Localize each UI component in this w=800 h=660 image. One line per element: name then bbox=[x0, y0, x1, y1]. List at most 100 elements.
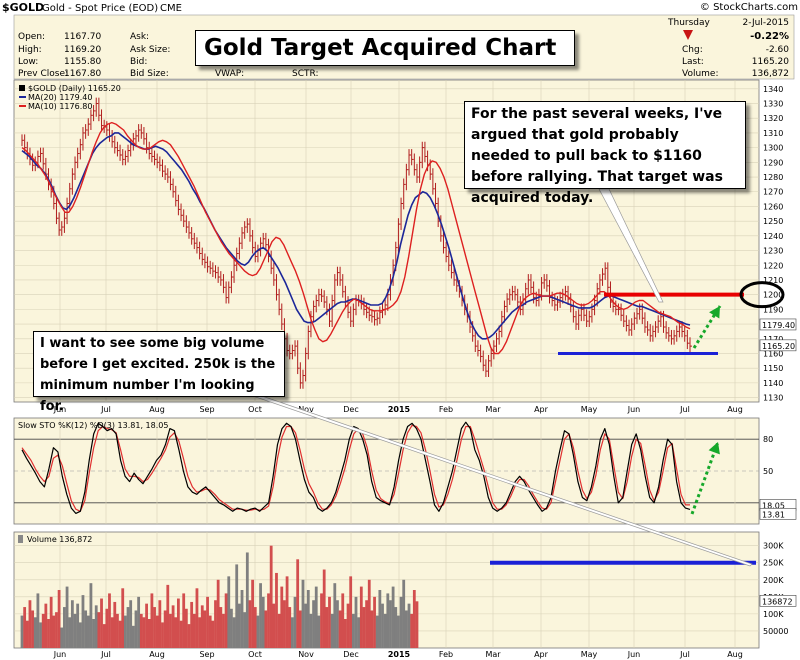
volume-bar bbox=[259, 583, 262, 648]
stoch-d-tag-text: 13.81 bbox=[762, 510, 785, 519]
volume-bar bbox=[76, 603, 80, 648]
volume-bar bbox=[155, 615, 159, 648]
volume-bar bbox=[176, 598, 180, 648]
volume-bar bbox=[20, 615, 24, 648]
x-tick-label: Oct bbox=[248, 405, 262, 414]
volume-bar bbox=[179, 620, 183, 648]
resistance-circle bbox=[739, 281, 785, 309]
volume-bar bbox=[142, 617, 146, 648]
volume-bar bbox=[386, 593, 390, 648]
volume-bar bbox=[145, 603, 148, 648]
volume-bar bbox=[367, 579, 371, 648]
volume-bar bbox=[343, 619, 347, 648]
volume-annotation: I want to see some big volume before I g… bbox=[33, 331, 285, 414]
volume-bar bbox=[224, 593, 228, 648]
volume-bar bbox=[283, 600, 286, 648]
last-price-tag-text: 1165.20 bbox=[762, 342, 795, 351]
price-tick-label: 1210 bbox=[763, 276, 783, 285]
x-tick-label: Sep bbox=[199, 650, 214, 659]
volume-bar bbox=[317, 615, 321, 648]
price-tick-label: 1320 bbox=[763, 114, 783, 123]
instrument-name: Gold - Spot Price (EOD) bbox=[42, 3, 158, 14]
volume-bar bbox=[375, 615, 379, 648]
volume-bar bbox=[73, 613, 77, 648]
volume-bar bbox=[365, 600, 369, 648]
volume-bar bbox=[200, 605, 204, 648]
x-tick-label: Jun bbox=[627, 405, 641, 414]
svg-text:Chg:: Chg: bbox=[682, 45, 703, 55]
down-arrow-icon bbox=[683, 30, 693, 40]
volume-bar bbox=[240, 590, 244, 648]
volume-bar bbox=[108, 593, 111, 648]
volume-bar bbox=[232, 617, 236, 648]
volume-bar bbox=[113, 601, 117, 648]
svg-text:Prev Close:: Prev Close: bbox=[18, 69, 68, 79]
volume-bar bbox=[351, 613, 355, 648]
svg-text:High:: High: bbox=[18, 45, 42, 55]
volume-tick-label: 50000 bbox=[763, 627, 788, 636]
volume-bar bbox=[394, 607, 398, 648]
svg-text:1169.20: 1169.20 bbox=[64, 45, 101, 55]
volume-bar bbox=[65, 586, 69, 648]
volume-bar bbox=[402, 579, 406, 648]
x-tick-label: Feb bbox=[439, 405, 453, 414]
volume-bar bbox=[378, 590, 382, 648]
volume-bar bbox=[129, 600, 133, 648]
volume-bar bbox=[288, 607, 292, 648]
volume-bar bbox=[102, 624, 106, 648]
volume-bar bbox=[290, 617, 294, 648]
volume-bar bbox=[391, 586, 395, 648]
volume-bar bbox=[373, 596, 376, 648]
volume-bar bbox=[389, 600, 392, 648]
volume-bar bbox=[412, 590, 416, 648]
volume-bar bbox=[41, 613, 45, 648]
volume-bar bbox=[198, 617, 202, 648]
price-tick-label: 1310 bbox=[763, 129, 783, 138]
volume-bar bbox=[63, 607, 66, 648]
svg-text:$GOLD (Daily) 1165.20: $GOLD (Daily) 1165.20 bbox=[28, 84, 121, 93]
volume-bar bbox=[269, 545, 273, 648]
volume-legend: Volume 136,872 bbox=[18, 535, 92, 544]
volume-bar bbox=[230, 608, 233, 648]
volume-bar bbox=[362, 607, 366, 648]
volume-bar bbox=[251, 579, 255, 648]
volume-bar bbox=[264, 610, 268, 648]
price-up-arrow-icon bbox=[692, 305, 722, 349]
volume-bar bbox=[110, 617, 114, 648]
svg-text:Volume:: Volume: bbox=[682, 69, 719, 79]
volume-bar bbox=[174, 617, 178, 648]
x-tick-label: Jun bbox=[627, 650, 641, 659]
exchange-label: CME bbox=[160, 3, 182, 14]
stoch-tick-label: 80 bbox=[763, 435, 773, 444]
stoch-k-line bbox=[21, 421, 691, 515]
ma20-tag-text: 1179.40 bbox=[762, 321, 795, 330]
x-tick-label: Jun bbox=[53, 650, 67, 659]
volume-bar bbox=[192, 613, 196, 648]
x-tick-label: Dec bbox=[343, 650, 358, 659]
quote-left: Open: 1167.70 Ask: High: 1169.20 Ask Siz… bbox=[18, 32, 319, 79]
x-tick-label: May bbox=[581, 650, 598, 659]
volume-bar bbox=[203, 610, 207, 648]
x-tick-label: Dec bbox=[343, 405, 358, 414]
volume-bar bbox=[33, 617, 37, 648]
volume-bar bbox=[187, 624, 191, 648]
svg-text:1165.20: 1165.20 bbox=[752, 57, 789, 67]
volume-bar bbox=[89, 583, 93, 648]
volume-bar bbox=[31, 610, 35, 648]
volume-bar bbox=[336, 600, 339, 648]
stoch-k-tag-text: 18.05 bbox=[762, 501, 785, 510]
volume-bar bbox=[354, 596, 358, 648]
x-tick-label: Nov bbox=[298, 405, 314, 414]
volume-bar bbox=[208, 615, 212, 648]
volume-bar bbox=[150, 593, 154, 648]
volume-bar bbox=[248, 600, 252, 648]
price-tick-label: 1190 bbox=[763, 305, 783, 314]
x-tick-label: Mar bbox=[485, 650, 501, 659]
x-tick-label: Oct bbox=[248, 650, 262, 659]
volume-bar bbox=[195, 588, 199, 648]
x-tick-label: 2015 bbox=[388, 405, 411, 414]
volume-bar bbox=[44, 603, 48, 648]
price-tick-label: 1230 bbox=[763, 247, 783, 256]
svg-text:Bid Size:: Bid Size: bbox=[130, 69, 169, 79]
